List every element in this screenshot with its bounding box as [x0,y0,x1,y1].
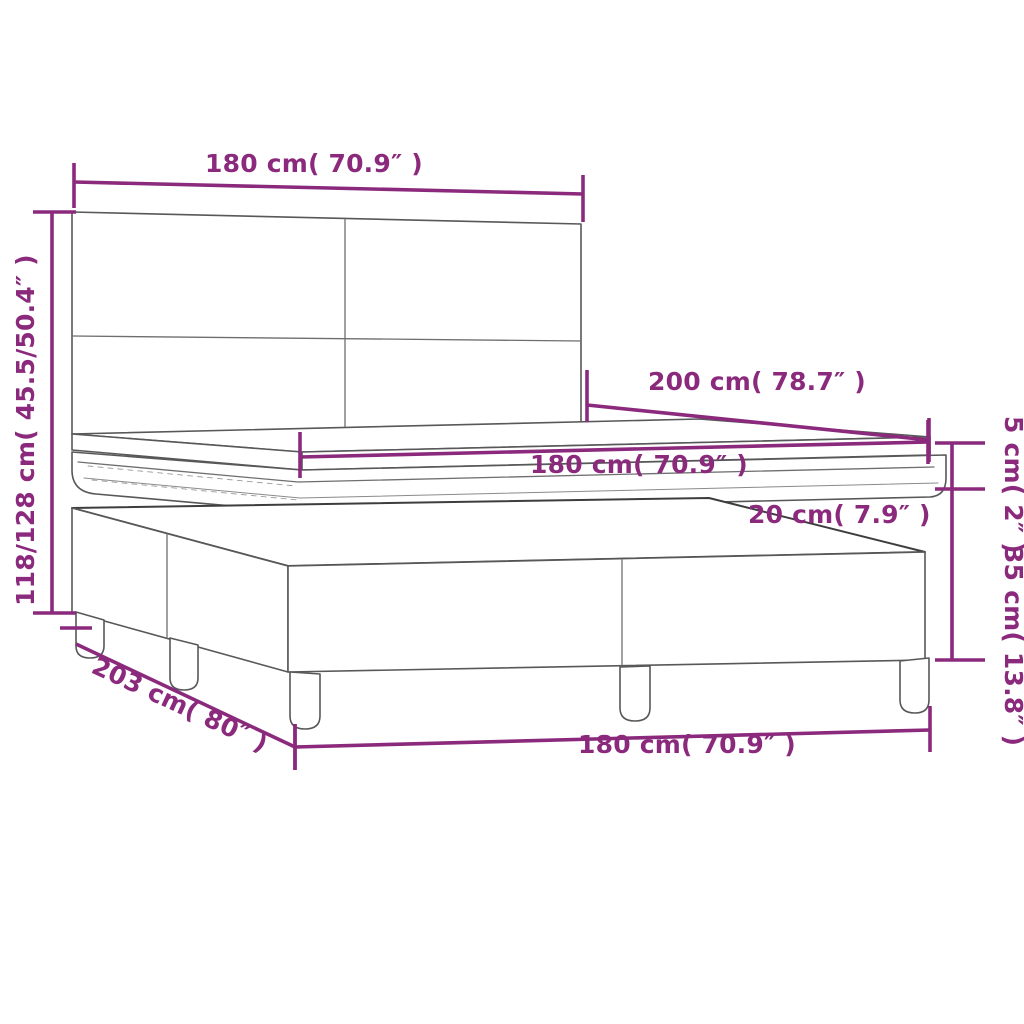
headboard-width-label: 180 cm( 70.9″ ) [205,149,423,178]
dimension-mattress-width: 180 cm( 70.9″ ) [298,420,930,479]
dimension-headboard-width: 180 cm( 70.9″ ) [72,149,585,222]
base-box [71,497,926,673]
dimension-total-height: 118/128 cm( 45.5/50.4″ ) [11,210,76,615]
total-height-label: 118/128 cm( 45.5/50.4″ ) [11,254,40,606]
headboard [71,211,582,444]
topper-thickness-label: 5 cm( 2″ ) [999,416,1024,554]
dimension-right-stack: 5 cm( 2″ ) 35 cm( 13.8″ ) [935,416,1024,746]
mattress [71,451,947,513]
dimension-base-width: 180 cm( 70.9″ ) [293,706,932,770]
dimension-bed-length: 200 cm( 78.7″ ) [585,367,931,462]
base-height-label: 35 cm( 13.8″ ) [999,546,1024,746]
mattress-thickness-label: 20 cm( 7.9″ ) [748,500,931,529]
bed-length-label: 200 cm( 78.7″ ) [648,367,866,396]
mattress-width-label: 180 cm( 70.9″ ) [530,450,748,479]
dimension-mattress-thickness: 20 cm( 7.9″ ) [748,500,931,529]
base-width-label: 180 cm( 70.9″ ) [578,730,796,759]
bed-illustration [71,211,947,730]
